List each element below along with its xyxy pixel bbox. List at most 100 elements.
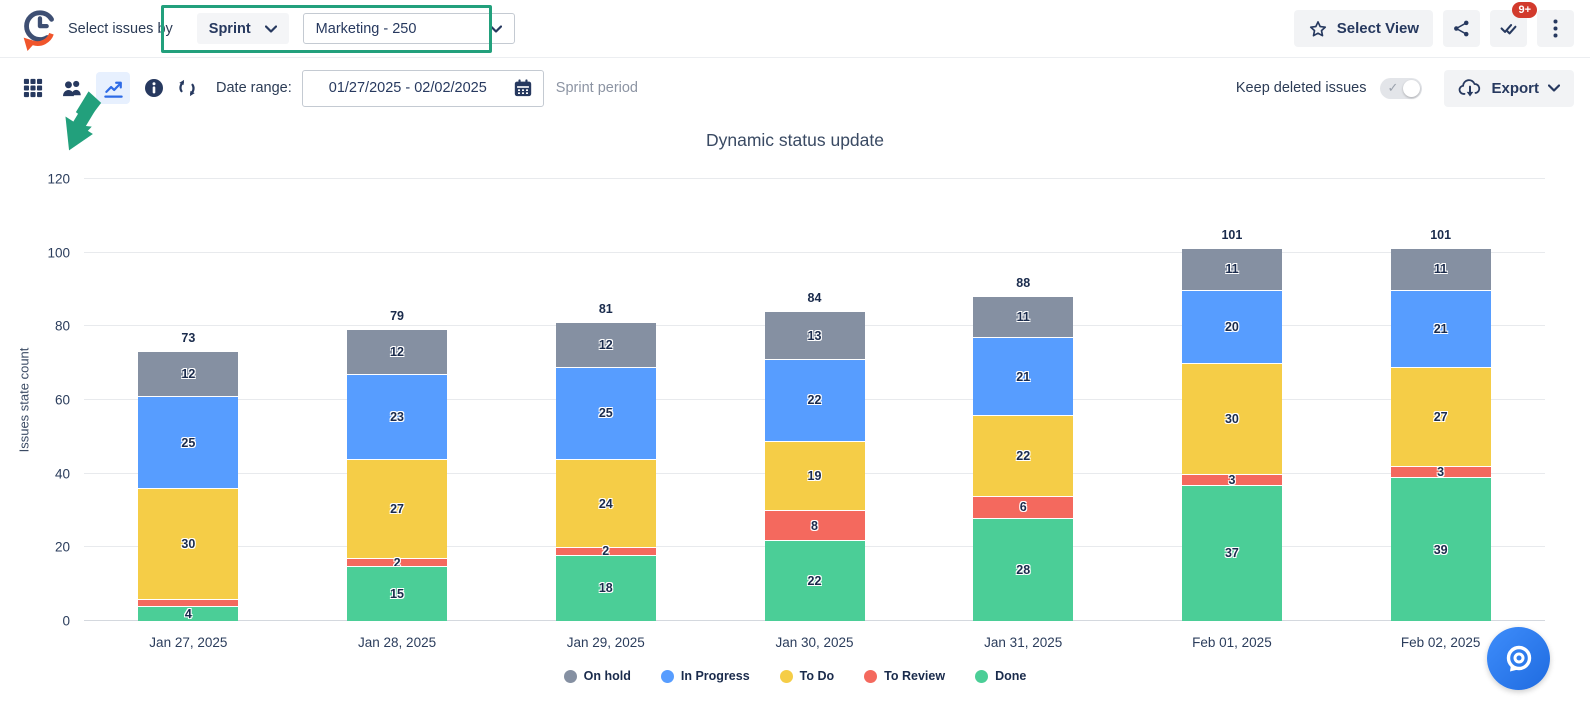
bar-segment-on-hold[interactable]: 12 — [347, 330, 448, 375]
x-axis-tick: Jan 29, 2025 — [566, 635, 645, 650]
stacked-bar: 12 25 24 2 18 81 — [555, 302, 656, 621]
legend-label: Done — [995, 669, 1027, 683]
sprint-value-dropdown[interactable]: Marketing - 250 — [302, 13, 515, 44]
date-range-label: Date range: — [216, 80, 292, 96]
legend-item-done[interactable]: Done — [975, 669, 1026, 683]
chart-view-button[interactable] — [96, 72, 130, 104]
feedback-bubble-icon — [1502, 642, 1536, 676]
bar-segment-in-progress[interactable]: 20 — [1181, 289, 1282, 364]
bar-segment-done[interactable]: 18 — [555, 554, 656, 621]
bar-segment-done[interactable]: 39 — [1390, 477, 1491, 621]
assignees-view-button[interactable] — [56, 72, 90, 104]
calendar-icon[interactable] — [513, 78, 533, 98]
bar-segment-done[interactable]: 28 — [973, 517, 1074, 621]
line-chart-icon — [103, 78, 124, 99]
segment-value-label: 18 — [598, 581, 613, 596]
export-button[interactable]: Export — [1444, 69, 1574, 107]
bar-segment-to-review[interactable] — [138, 598, 239, 607]
bar-total-label: 101 — [1430, 227, 1452, 242]
bar-segment-on-hold[interactable]: 11 — [1390, 248, 1491, 290]
select-issues-by-label: Select issues by — [68, 20, 173, 37]
more-menu-button[interactable] — [1537, 10, 1574, 47]
segment-value-label: 4 — [184, 606, 192, 621]
legend-item-in-progress[interactable]: In Progress — [660, 669, 750, 683]
segment-value-label: 15 — [390, 586, 405, 601]
segment-value-label: 12 — [390, 344, 405, 359]
app-logo-icon — [16, 6, 62, 52]
bar-segment-to-do[interactable]: 30 — [1181, 363, 1282, 474]
info-icon[interactable] — [144, 78, 164, 98]
legend-item-to-do[interactable]: To Do — [779, 669, 835, 683]
feedback-fab-button[interactable] — [1487, 627, 1550, 690]
bar-segment-in-progress[interactable]: 22 — [764, 359, 865, 441]
bar-segment-to-do[interactable]: 27 — [1390, 366, 1491, 467]
bar-segment-on-hold[interactable]: 12 — [555, 322, 656, 367]
keep-deleted-issues-toggle[interactable]: ✓ — [1380, 77, 1423, 99]
bar-segment-to-do[interactable]: 24 — [555, 458, 656, 548]
sprint-type-dropdown[interactable]: Sprint — [196, 13, 289, 44]
bar-total-label: 73 — [181, 331, 196, 346]
bar-segment-to-review[interactable]: 3 — [1181, 473, 1282, 485]
bar-segment-on-hold[interactable]: 12 — [138, 352, 239, 397]
legend-item-on-hold[interactable]: On hold — [563, 669, 631, 683]
bar-total-label: 84 — [807, 290, 822, 305]
bar-segment-on-hold[interactable]: 13 — [764, 311, 865, 360]
segment-value-label: 22 — [1016, 448, 1031, 463]
bar-segment-on-hold[interactable]: 11 — [973, 296, 1074, 338]
keep-deleted-issues-label: Keep deleted issues — [1235, 80, 1367, 96]
date-range-input[interactable]: 01/27/2025 - 02/02/2025 — [301, 69, 544, 107]
legend-label: In Progress — [680, 669, 750, 683]
bar-segment-to-review[interactable]: 8 — [764, 510, 865, 540]
bar-segment-to-review[interactable]: 2 — [347, 556, 448, 568]
chevron-down-icon — [489, 24, 502, 33]
x-axis-tick: Feb 02, 2025 — [1400, 635, 1481, 650]
table-view-button[interactable] — [16, 72, 50, 104]
star-icon — [1308, 19, 1328, 39]
bar-segment-in-progress[interactable]: 21 — [973, 337, 1074, 415]
segment-value-label: 11 — [1434, 261, 1448, 276]
whats-new-button[interactable]: 9+ — [1490, 2, 1537, 47]
bar-segment-done[interactable]: 15 — [347, 565, 448, 621]
select-view-button[interactable]: Select View — [1293, 10, 1433, 47]
segment-value-label: 23 — [390, 409, 405, 424]
bar-segment-to-do[interactable]: 30 — [138, 488, 239, 599]
segment-value-label: 2 — [393, 555, 401, 570]
bar-segment-done[interactable]: 4 — [138, 606, 239, 621]
gridline — [84, 251, 1545, 253]
y-axis-tick: 20 — [54, 539, 70, 555]
refresh-icon[interactable] — [176, 77, 198, 99]
bar-segment-to-review[interactable]: 6 — [973, 495, 1074, 518]
bar-segment-done[interactable]: 22 — [764, 539, 865, 621]
bar-segment-on-hold[interactable]: 11 — [1181, 248, 1282, 290]
segment-value-label: 39 — [1433, 542, 1448, 557]
bar-segment-in-progress[interactable]: 21 — [1390, 289, 1491, 367]
legend-item-to-review[interactable]: To Review — [864, 669, 945, 683]
view-switcher — [16, 72, 130, 104]
chevron-down-icon — [1548, 84, 1560, 92]
share-button[interactable] — [1443, 10, 1480, 47]
select-view-label: Select View — [1336, 20, 1419, 37]
bar-segment-in-progress[interactable]: 23 — [347, 374, 448, 459]
bar-segment-to-review[interactable]: 2 — [555, 545, 656, 557]
segment-value-label: 22 — [807, 393, 822, 408]
chart-title: Dynamic status update — [705, 130, 884, 150]
bar-segment-to-do[interactable]: 22 — [973, 414, 1074, 496]
bar-segment-to-review[interactable]: 3 — [1390, 466, 1491, 478]
sprint-period-label: Sprint period — [555, 80, 638, 96]
check-icon: ✓ — [1387, 79, 1399, 95]
segment-value-label: 27 — [1433, 409, 1448, 424]
bar-segment-done[interactable]: 37 — [1181, 484, 1282, 621]
segment-value-label: 21 — [1016, 369, 1031, 384]
chart-area: Issues state count 0 20 40 60 80 100 120 12 25 30… — [0, 172, 1590, 683]
toggle-knob — [1403, 79, 1421, 97]
bar-segment-to-do[interactable]: 27 — [347, 458, 448, 559]
segment-value-label: 22 — [807, 573, 822, 588]
bar-segment-to-do[interactable]: 19 — [764, 440, 865, 511]
bar-segment-in-progress[interactable]: 25 — [555, 366, 656, 459]
legend-label: To Do — [799, 669, 835, 683]
bar-total-label: 79 — [390, 309, 405, 324]
bar-segment-in-progress[interactable]: 25 — [138, 396, 239, 489]
top-header: Select issues by Sprint Marketing - 250 … — [0, 0, 1590, 58]
kebab-menu-icon — [1553, 19, 1558, 38]
segment-value-label: 8 — [811, 518, 818, 533]
